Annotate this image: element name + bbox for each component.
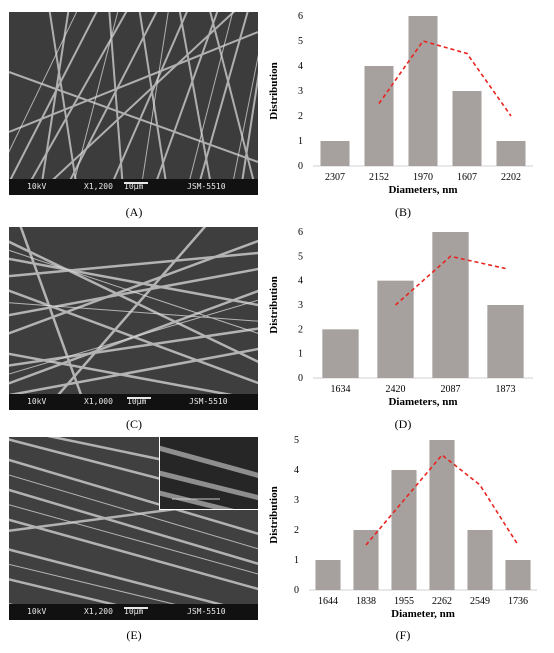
trend-line	[394, 255, 506, 306]
x-axis-title: Diameters, nm	[388, 184, 457, 196]
sem-info-bar: 10kV X1,200 10μm JSM-5510	[9, 604, 258, 620]
panel-label-f: (F)	[395, 628, 411, 642]
bar	[467, 530, 493, 590]
histogram-d: 0 1 2 3 4 5 6 1634 2420 2087 1873 Diameters, nm Dist…	[268, 227, 533, 408]
sem-scale-label: 10μm	[124, 607, 144, 616]
y-tick-label: 3	[298, 86, 303, 97]
x-tick-label: 2262	[432, 596, 452, 607]
y-axis-title: Distribution	[268, 62, 280, 119]
histogram-f: 0 1 2 3 4 5 1644 1838 1955 2262 2549 1736 Diameter, …	[268, 435, 537, 620]
y-tick-label: 4	[298, 276, 303, 287]
y-tick-label: 0	[298, 161, 303, 172]
sem-info-bar: 10kV X1,000 10μm JSM-5510	[9, 394, 258, 410]
y-tick-label: 5	[298, 36, 303, 47]
x-tick-label: 1838	[356, 596, 376, 607]
bar	[505, 560, 531, 590]
x-tick-label: 1634	[331, 384, 351, 395]
panel-label-e: (E)	[126, 628, 142, 642]
trend-line	[365, 453, 519, 546]
scale-bar	[124, 607, 148, 609]
y-tick-label: 3	[298, 300, 303, 311]
sem-magnification: X1,200	[84, 607, 113, 616]
sem-instrument: JSM-5510	[187, 607, 226, 616]
panel-label-d: (D)	[394, 417, 412, 431]
fiber-texture-a	[9, 12, 258, 195]
y-tick-label: 1	[298, 349, 303, 360]
sem-voltage: 10kV	[27, 397, 47, 406]
x-tick-label: 1873	[496, 384, 516, 395]
x-tick-label: 1607	[457, 172, 477, 183]
panel-label-b: (B)	[395, 205, 411, 219]
sem-image-a: 10kV X1,200 10μm JSM-5510	[9, 12, 258, 195]
y-tick-label: 6	[298, 227, 303, 238]
bar	[432, 232, 469, 378]
panel-label-a: (A)	[125, 205, 143, 219]
sem-voltage: 10kV	[27, 607, 47, 616]
y-tick-label: 0	[294, 585, 299, 596]
panel-label-c: (C)	[126, 417, 142, 431]
bar	[377, 280, 414, 378]
y-tick-label: 3	[294, 495, 299, 506]
sem-inset-zoom	[159, 437, 258, 510]
sem-magnification: X1,200	[84, 182, 113, 191]
bar	[496, 141, 526, 166]
fiber-texture-c	[9, 227, 258, 410]
x-tick-label: 2549	[470, 596, 490, 607]
x-tick-label: 1644	[318, 596, 338, 607]
scale-bar	[127, 397, 151, 399]
sem-image-e: 10kV X1,200 10μm JSM-5510	[9, 437, 258, 620]
x-tick-label: 2420	[386, 384, 406, 395]
x-axis-title: Diameter, nm	[391, 608, 455, 620]
y-tick-label: 6	[298, 11, 303, 22]
y-tick-label: 4	[294, 465, 299, 476]
sem-scale-label: 10μm	[127, 397, 147, 406]
y-tick-label: 2	[298, 111, 303, 122]
sem-image-c: 10kV X1,000 10μm JSM-5510	[9, 227, 258, 410]
bar	[315, 560, 341, 590]
x-axis-title: Diameters, nm	[388, 396, 457, 408]
y-tick-label: 5	[294, 435, 299, 446]
bar	[391, 470, 417, 590]
bar	[353, 530, 379, 590]
x-tick-label: 2307	[325, 172, 345, 183]
sem-instrument: JSM-5510	[187, 182, 226, 191]
y-tick-label: 5	[298, 251, 303, 262]
y-tick-label: 0	[298, 373, 303, 384]
bar	[429, 440, 455, 590]
x-tick-label: 1970	[413, 172, 433, 183]
x-tick-label: 1736	[508, 596, 528, 607]
inset-texture	[160, 437, 258, 509]
histogram-b: 0 1 2 3 4 5 6 2307 2152 1970 1607 2202 Diameters, nm…	[268, 11, 533, 196]
bar	[452, 91, 482, 166]
y-axis-title: Distribution	[268, 486, 280, 543]
bar	[320, 141, 350, 166]
sem-instrument: JSM-5510	[189, 397, 228, 406]
y-tick-label: 2	[294, 525, 299, 536]
y-tick-label: 4	[298, 61, 303, 72]
x-tick-label: 2152	[369, 172, 389, 183]
y-axis-title: Distribution	[268, 276, 280, 333]
bar	[364, 66, 394, 166]
bar	[322, 329, 359, 378]
trend-line	[378, 40, 512, 117]
x-tick-label: 1955	[394, 596, 414, 607]
y-tick-label: 1	[294, 555, 299, 566]
sem-info-bar: 10kV X1,200 10μm JSM-5510	[9, 179, 258, 195]
y-tick-label: 1	[298, 136, 303, 147]
x-tick-label: 2202	[501, 172, 521, 183]
y-tick-label: 2	[298, 324, 303, 335]
scale-bar	[124, 182, 148, 184]
bar	[487, 305, 524, 378]
bar	[408, 16, 438, 166]
sem-magnification: X1,000	[84, 397, 113, 406]
sem-scale-label: 10μm	[124, 182, 144, 191]
x-tick-label: 2087	[441, 384, 461, 395]
sem-voltage: 10kV	[27, 182, 47, 191]
